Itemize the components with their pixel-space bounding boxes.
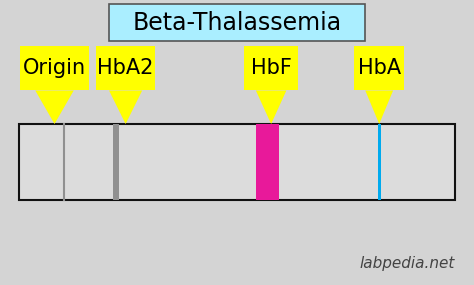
- Text: Beta-Thalassemia: Beta-Thalassemia: [132, 11, 342, 35]
- Polygon shape: [256, 91, 286, 124]
- Text: HbF: HbF: [251, 58, 292, 78]
- Text: Origin: Origin: [23, 58, 86, 78]
- Bar: [96, 46, 155, 91]
- Text: HbA2: HbA2: [98, 58, 154, 78]
- Text: labpedia.net: labpedia.net: [360, 256, 455, 271]
- Bar: [256, 124, 279, 200]
- Bar: [113, 124, 119, 200]
- Bar: [378, 124, 381, 200]
- Bar: [354, 46, 404, 91]
- Bar: [244, 46, 299, 91]
- Polygon shape: [365, 91, 393, 124]
- Polygon shape: [35, 91, 74, 124]
- Bar: [19, 124, 455, 200]
- Bar: [109, 4, 365, 41]
- Bar: [20, 46, 89, 91]
- Polygon shape: [109, 91, 142, 124]
- Text: HbA: HbA: [358, 58, 401, 78]
